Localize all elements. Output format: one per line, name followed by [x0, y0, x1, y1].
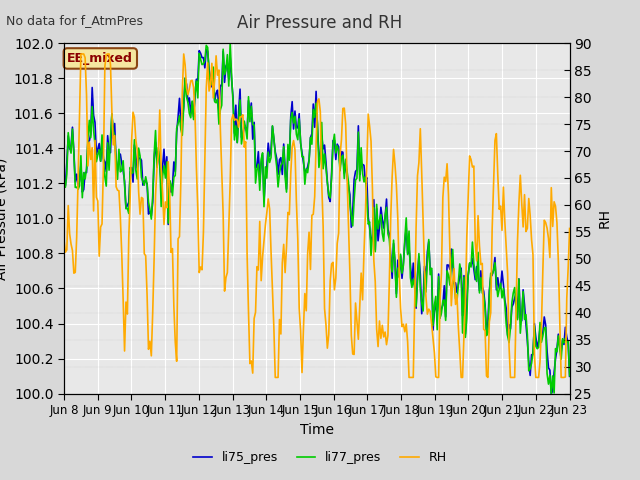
- Legend: li75_pres, li77_pres, RH: li75_pres, li77_pres, RH: [188, 446, 452, 469]
- Text: Air Pressure and RH: Air Pressure and RH: [237, 14, 403, 33]
- Y-axis label: Air Pressure (kPa): Air Pressure (kPa): [0, 157, 8, 279]
- Text: EE_mixed: EE_mixed: [67, 52, 133, 65]
- Text: No data for f_AtmPres: No data for f_AtmPres: [6, 14, 143, 27]
- X-axis label: Time: Time: [300, 422, 334, 437]
- Y-axis label: RH: RH: [598, 208, 612, 228]
